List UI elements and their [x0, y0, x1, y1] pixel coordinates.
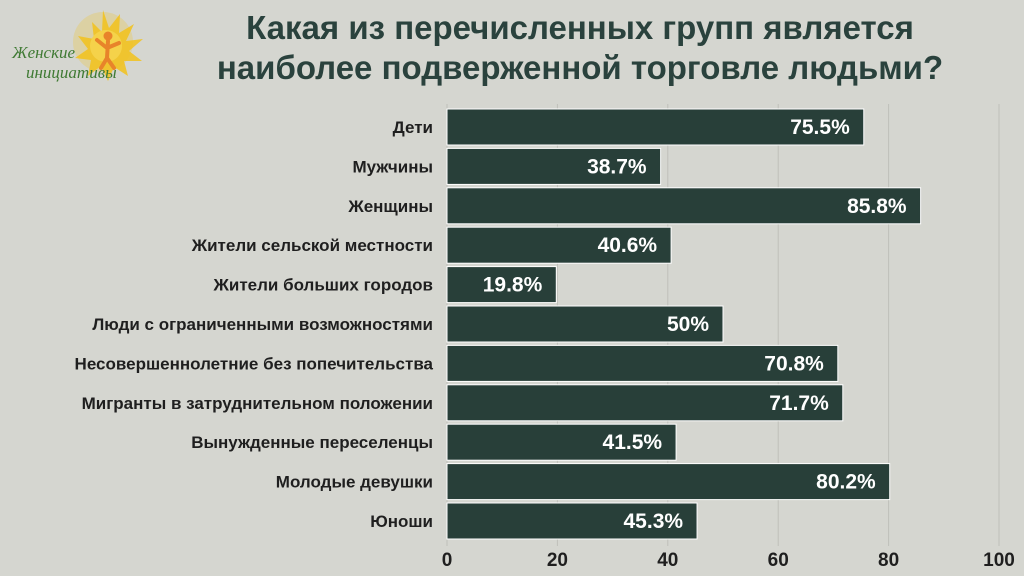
value-label: 40.6%: [598, 234, 658, 257]
value-label: 19.8%: [483, 274, 543, 297]
value-label: 85.8%: [847, 195, 907, 218]
logo-text-line1: Женские: [11, 43, 76, 62]
value-label: 70.8%: [764, 352, 824, 375]
value-label: 38.7%: [587, 155, 647, 178]
x-tick-label: 100: [983, 550, 1015, 571]
x-axis-ticks: 0 20 40 60 80 100: [442, 550, 1015, 571]
value-label: 75.5%: [790, 116, 850, 139]
category-label: Женщины: [347, 197, 433, 216]
value-label: 50%: [667, 313, 709, 336]
person-icon: [95, 31, 121, 70]
bar: [446, 384, 844, 422]
bar: [446, 463, 891, 501]
value-label: 71.7%: [769, 392, 829, 415]
value-label: 80.2%: [816, 471, 876, 494]
x-tick-label: 40: [657, 550, 678, 571]
title-line-2: наиболее подверженной торговле людьми?: [216, 49, 944, 86]
category-label: Вынужденные переселенцы: [191, 433, 433, 452]
value-labels: 75.5% 38.7% 85.8% 40.6% 19.8% 50% 70.8% 71.7% 41…: [483, 116, 907, 533]
page-title: Какая из перечисленных групп является на…: [160, 8, 1000, 88]
bar: [446, 423, 677, 461]
category-label: Мигранты в затруднительном положении: [82, 394, 433, 413]
bar: [446, 108, 865, 146]
category-label: Молодые девушки: [276, 473, 433, 492]
bar: [446, 305, 724, 343]
title-line-1: Какая из перечисленных групп является: [246, 9, 914, 46]
logo-text-line2: инициативы: [26, 63, 117, 82]
x-tick-label: 20: [547, 550, 568, 571]
logo: Женские инициативы: [8, 6, 158, 90]
category-label: Дети: [393, 118, 433, 137]
category-label: Мужчины: [352, 157, 433, 176]
bar: [446, 226, 672, 264]
bar: [446, 147, 662, 185]
category-labels: Дети Мужчины Женщины Жители сельской местно…: [75, 118, 434, 531]
bar: [446, 502, 698, 540]
x-tick-label: 60: [768, 550, 789, 571]
category-label: Люди с ограниченными возможностями: [92, 315, 433, 334]
bar: [446, 344, 839, 382]
category-label: Жители больших городов: [213, 276, 434, 295]
value-label: 45.3%: [624, 510, 684, 533]
category-label: Жители сельской местности: [191, 236, 433, 255]
value-label: 41.5%: [603, 431, 663, 454]
category-label: Несовершеннолетние без попечительства: [75, 354, 434, 373]
bars: [446, 108, 922, 540]
x-tick-label: 0: [442, 550, 453, 571]
bar: [446, 266, 557, 304]
logo-graphic: Женские инициативы: [11, 10, 143, 82]
x-tick-label: 80: [878, 550, 899, 571]
bar: [446, 187, 922, 225]
category-label: Юноши: [370, 512, 433, 531]
